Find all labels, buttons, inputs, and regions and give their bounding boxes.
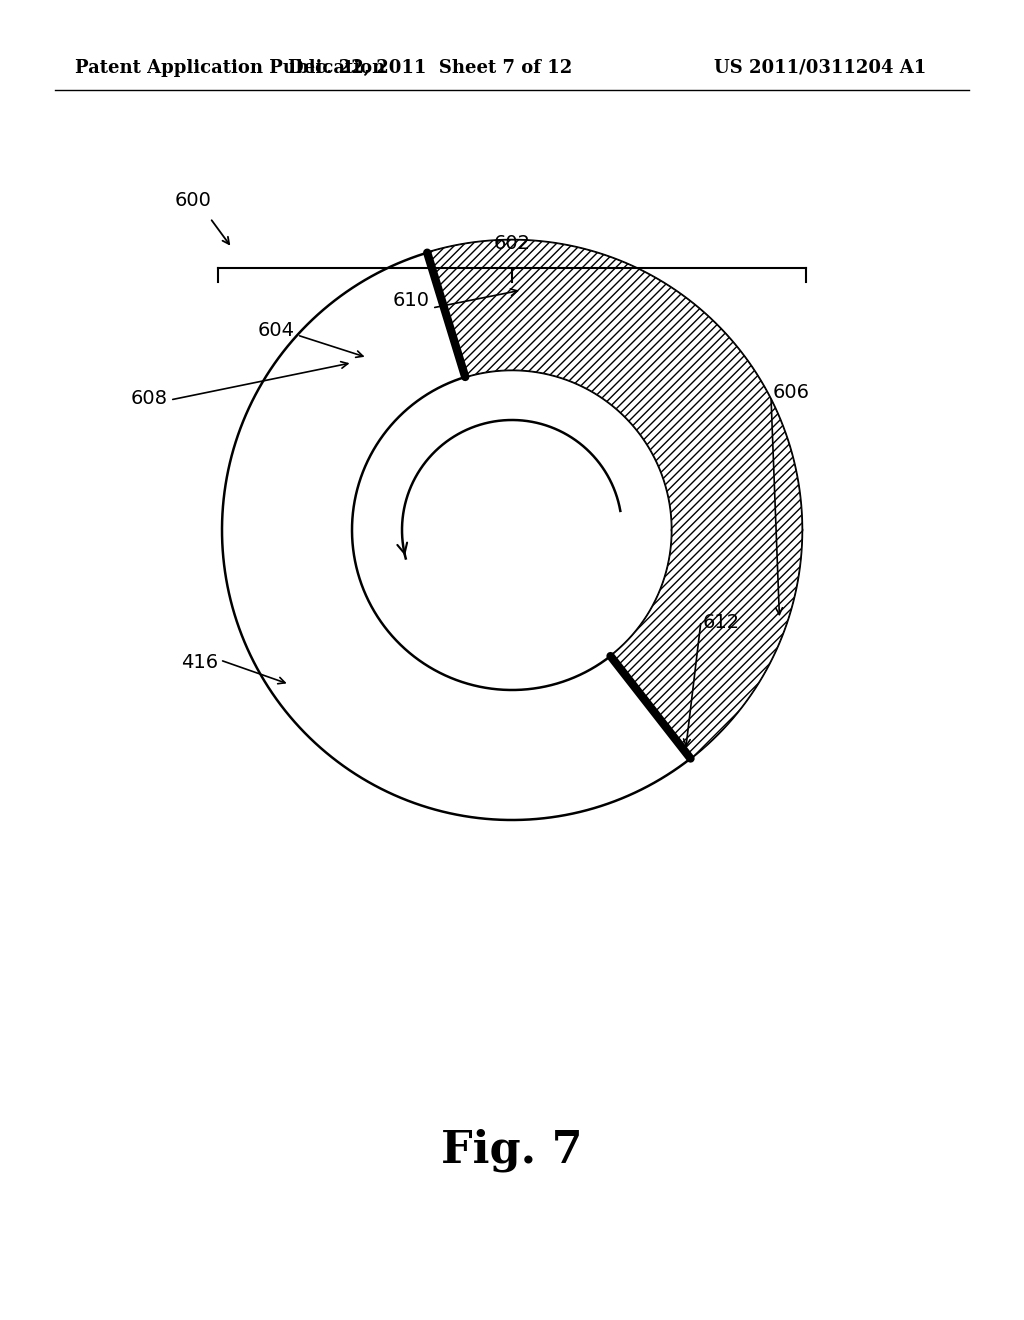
Text: 612: 612 xyxy=(703,614,740,632)
Text: US 2011/0311204 A1: US 2011/0311204 A1 xyxy=(714,59,926,77)
Text: 600: 600 xyxy=(175,190,212,210)
Text: Patent Application Publication: Patent Application Publication xyxy=(75,59,385,77)
Text: 608: 608 xyxy=(131,388,168,408)
Text: 602: 602 xyxy=(494,234,530,253)
Text: 606: 606 xyxy=(773,384,810,403)
Text: 416: 416 xyxy=(181,652,218,672)
Text: 610: 610 xyxy=(393,290,430,309)
Text: Fig. 7: Fig. 7 xyxy=(441,1129,583,1172)
Polygon shape xyxy=(427,240,802,759)
Text: 604: 604 xyxy=(258,321,295,339)
Text: Dec. 22, 2011  Sheet 7 of 12: Dec. 22, 2011 Sheet 7 of 12 xyxy=(288,59,572,77)
Polygon shape xyxy=(427,240,802,759)
